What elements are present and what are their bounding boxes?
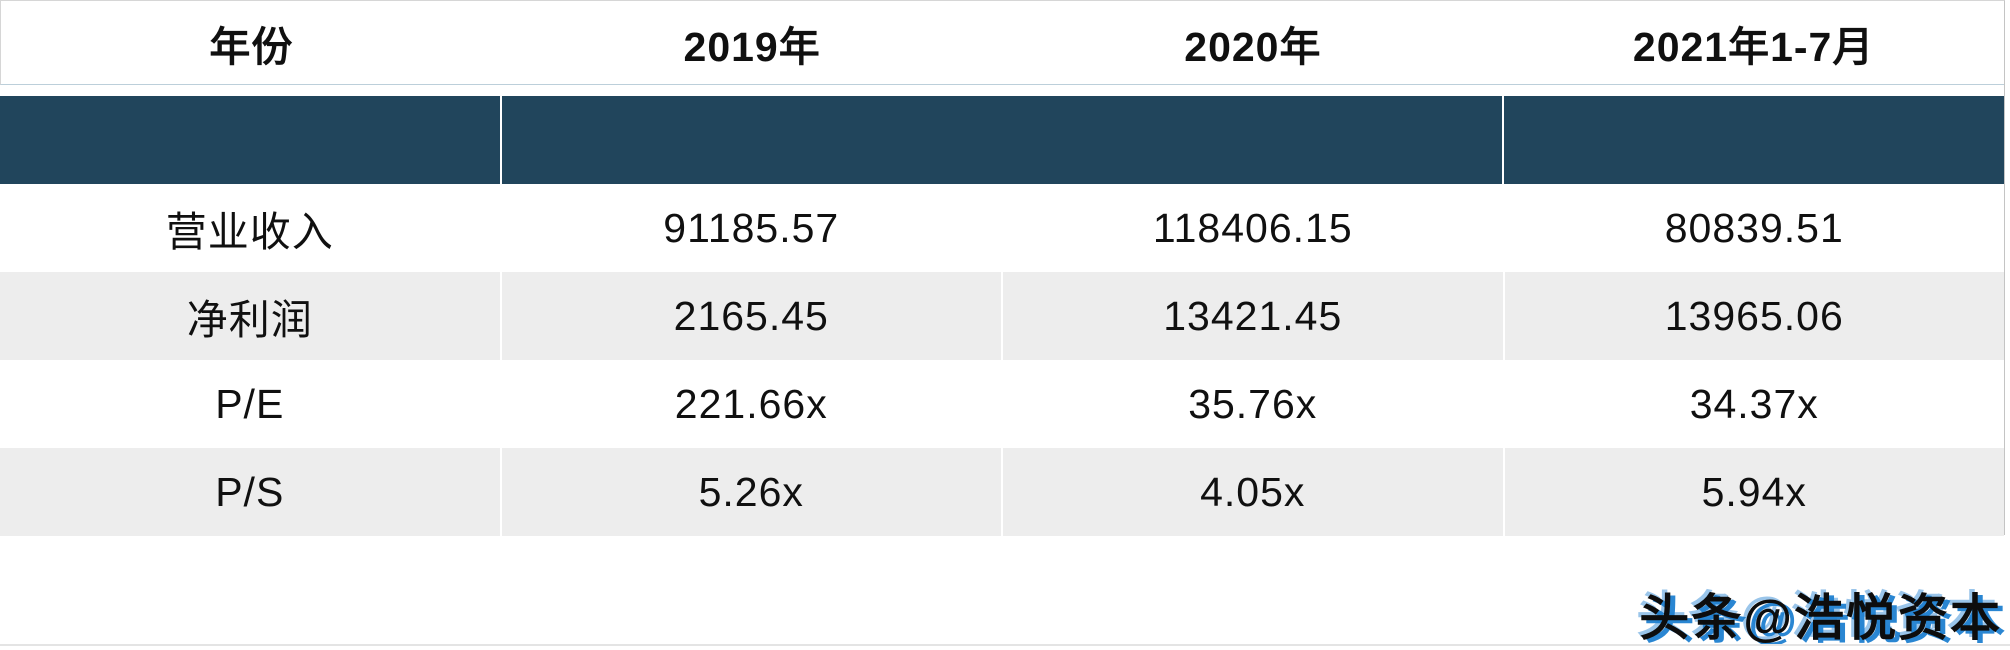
- header-cell-year: 年份: [209, 23, 294, 70]
- navy-band-row: [0, 96, 2004, 184]
- navy-band-segment-left: [0, 96, 500, 184]
- header-cell-2021-jan-jul: 2021年1-7月: [1632, 23, 1875, 70]
- toutiao-watermark: 头条@浩悦资本: [1639, 590, 2002, 646]
- financial-table: 年份 2019年 2020年 2021年1-7月 营业收入 91185.57 1…: [0, 0, 2005, 536]
- ps-2020-value: 4.05x: [1003, 448, 1503, 536]
- table-row-net-profit: 净利润 2165.45 13421.45 13965.06: [0, 272, 2004, 360]
- header-band-gap: [0, 85, 2004, 96]
- revenue-2019-value: 91185.57: [663, 204, 840, 251]
- revenue-2020-value: 118406.15: [1152, 204, 1353, 251]
- header-cell-2020: 2020年: [1184, 23, 1322, 70]
- header-cell-2019: 2019年: [683, 23, 821, 70]
- pe-2020-value: 35.76x: [1188, 380, 1318, 427]
- navy-band-segment-right: [1504, 96, 2004, 184]
- revenue-2021-value: 80839.51: [1664, 204, 1844, 251]
- net-profit-2021-value: 13965.06: [1504, 272, 2004, 360]
- navy-band-segment-middle: [502, 96, 1502, 184]
- table-row-revenue: 营业收入 91185.57 118406.15 80839.51: [0, 184, 2004, 272]
- row-label-net-profit: 净利润: [0, 272, 500, 360]
- pe-2021-value: 34.37x: [1689, 380, 1819, 427]
- net-profit-2020-value: 13421.45: [1003, 272, 1503, 360]
- row-label-ps: P/S: [0, 448, 500, 536]
- ps-2021-value: 5.94x: [1504, 448, 2004, 536]
- row-label-pe: P/E: [215, 380, 285, 427]
- pe-2019-value: 221.66x: [674, 380, 828, 427]
- image-bottom-edge-line: [0, 644, 2010, 646]
- table-header-row: 年份 2019年 2020年 2021年1-7月: [0, 1, 2004, 85]
- table-row-pe: P/E 221.66x 35.76x 34.37x: [0, 360, 2004, 448]
- row-label-revenue: 营业收入: [165, 209, 334, 255]
- net-profit-2019-value: 2165.45: [501, 272, 1001, 360]
- table-row-ps: P/S 5.26x 4.05x 5.94x: [0, 448, 2004, 536]
- ps-2019-value: 5.26x: [501, 448, 1001, 536]
